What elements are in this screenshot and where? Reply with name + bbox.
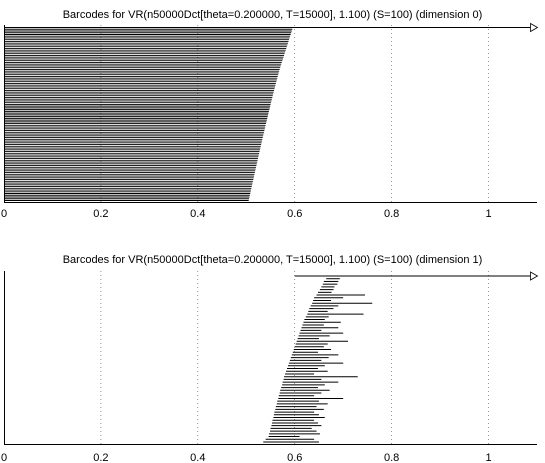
x-tick-label: 0 — [1, 208, 7, 220]
x-tick-label: 1 — [485, 452, 491, 463]
barcode-panel-dimension-0: Barcodes for VR(n50000Dct[theta=0.200000… — [1, 9, 539, 220]
x-tick-label: 0.2 — [93, 208, 108, 220]
infinite-bar-arrow — [530, 271, 539, 281]
x-tick-label: 0 — [1, 452, 7, 463]
x-tick-label: 0.4 — [190, 452, 205, 463]
chart-title: Barcodes for VR(n50000Dct[theta=0.200000… — [63, 254, 483, 266]
x-tick-label: 0.6 — [287, 452, 302, 463]
x-tick-label: 0.8 — [384, 208, 399, 220]
x-tick-label: 1 — [485, 208, 491, 220]
chart-title: Barcodes for VR(n50000Dct[theta=0.200000… — [63, 9, 483, 21]
x-tick-label: 0.6 — [287, 208, 302, 220]
x-tick-label: 0.2 — [93, 452, 108, 463]
infinite-bar-arrow — [530, 22, 539, 33]
x-tick-label: 0.4 — [190, 208, 205, 220]
x-tick-label: 0.8 — [384, 452, 399, 463]
barcode-panel-dimension-1: Barcodes for VR(n50000Dct[theta=0.200000… — [1, 254, 539, 463]
